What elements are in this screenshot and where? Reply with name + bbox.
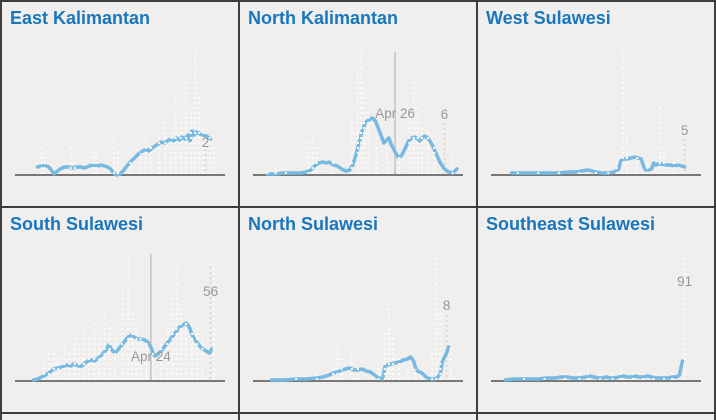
panel-west-sulawesi: West Sulawesi 5	[478, 2, 714, 206]
panel-title: South Sulawesi	[10, 214, 144, 234]
panel-title: East Kalimantan	[10, 8, 151, 28]
sparkline-chart-west-sulawesi: 5	[491, 52, 701, 176]
panel-north-kalimantan: North Kalimantan Apr 26 6	[240, 2, 476, 206]
value-label: 6	[441, 107, 449, 122]
sparkline-chart-north-kalimantan: Apr 26 6	[253, 49, 463, 176]
panel-title: North Kalimantan	[248, 8, 399, 28]
value-label: 2	[202, 135, 210, 150]
sparkline-chart-southeast-sulawesi: 91	[491, 256, 701, 382]
value-label: 5	[681, 123, 689, 138]
next-row-panel-partial	[240, 414, 476, 420]
sparkline-chart-east-kalimantan: 2	[15, 50, 225, 177]
panel-south-sulawesi: South Sulawesi Apr 24 56	[2, 208, 238, 412]
date-annotation: Apr 26	[375, 106, 415, 121]
next-row-panel-partial	[2, 414, 238, 420]
panel-north-sulawesi: North Sulawesi 8	[240, 208, 476, 412]
panel-title: Southeast Sulawesi	[486, 214, 656, 234]
panel-title: North Sulawesi	[248, 214, 379, 234]
sparkline-chart-north-sulawesi: 8	[253, 256, 463, 382]
next-row-panel-partial	[478, 414, 714, 420]
date-annotation: Apr 24	[131, 349, 171, 364]
value-label: 91	[677, 274, 692, 289]
panel-southeast-sulawesi: Southeast Sulawesi 91	[478, 208, 714, 412]
panel-title: West Sulawesi	[486, 8, 611, 28]
value-label: 8	[443, 298, 451, 313]
value-label: 56	[203, 284, 218, 299]
panel-east-kalimantan: East Kalimantan 2	[2, 2, 238, 206]
sparkline-chart-south-sulawesi: Apr 24 56	[15, 254, 225, 382]
